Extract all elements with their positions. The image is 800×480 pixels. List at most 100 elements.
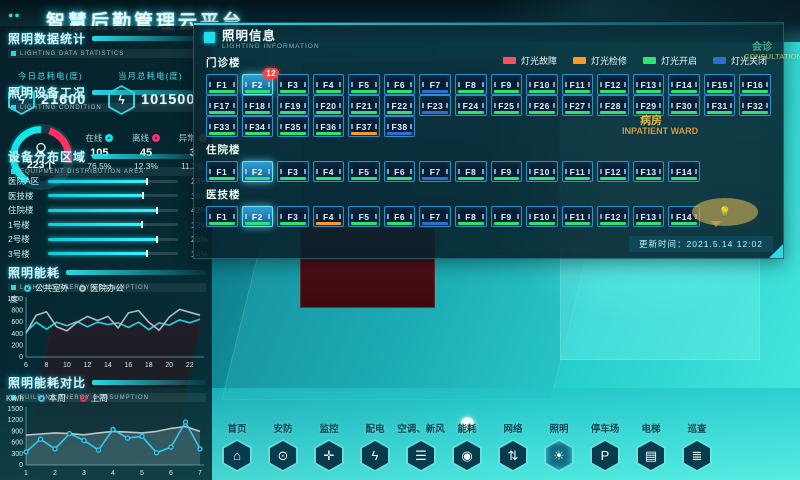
floor-button[interactable]: F34 [241,116,274,137]
floor-button[interactable]: F2 [241,206,274,227]
floor-status-underline [422,222,448,225]
floor-status-underline [529,111,555,114]
modal-legend: 灯光故障 灯光检修 灯光开启 灯光关闭 [502,54,767,67]
floor-button[interactable]: F9 [490,74,523,95]
floor-button[interactable]: F8 [454,74,487,95]
floor-button[interactable]: F6 [383,74,416,95]
stat-label: 当月总耗电(度) [118,71,183,81]
floor-button[interactable]: F15 [703,74,736,95]
elevator-icon: ▤ [638,441,664,470]
floor-button[interactable]: F3 [277,161,309,182]
floor-button[interactable]: F17 [206,95,238,116]
floor-button[interactable]: F13 [632,161,665,182]
floor-status-underline [671,90,697,93]
floor-button[interactable]: F2 12 [241,68,280,95]
floor-status-underline [351,177,377,180]
lighting-info-modal: 照明信息 LIGHTING INFORMATION 灯光故障 灯光检修 灯光开启… [193,22,784,259]
floor-button[interactable]: F18 [241,95,274,116]
floor-status-underline [209,177,235,180]
floor-button[interactable]: F36 [312,116,345,137]
floor-button[interactable]: F24 [454,95,487,116]
floor-button[interactable]: F6 [383,206,416,227]
floor-button[interactable]: F6 [383,161,416,182]
nav-item-shield[interactable]: 监控 ✛ [310,421,348,472]
floor-button[interactable]: F13 [632,206,665,227]
floor-button[interactable]: F35 [277,116,309,137]
floor-button[interactable]: F1 [206,206,238,227]
nav-item-home[interactable]: 首页 ⌂ [218,421,256,472]
floor-button[interactable]: F7 [419,206,451,227]
floor-button[interactable]: F7 [419,161,451,182]
nav-item-power[interactable]: 配电 ϟ [356,421,394,472]
floor-button[interactable]: F27 [561,95,594,116]
modal-caption: LIGHTING INFORMATION [222,43,320,50]
floor-button[interactable]: F3 [277,206,309,227]
floor-button[interactable]: F38 [383,116,416,137]
floor-button[interactable]: F21 [348,95,380,116]
floor-button[interactable]: F13 [632,74,665,95]
floor-status-underline [351,132,377,135]
hvac-icon: ☰ [408,441,434,470]
floor-button[interactable]: F28 [597,95,629,116]
floor-button[interactable]: F11 [561,206,594,227]
caption-chip [11,395,16,400]
floor-button[interactable]: F26 [526,95,558,116]
floor-button[interactable]: F5 [348,74,380,95]
floor-button[interactable]: F7 [419,74,451,95]
floor-button[interactable]: F1 [206,161,238,182]
nav-item-droplet[interactable]: 能耗 ◉ [448,421,486,472]
floor-button[interactable]: F22 [383,95,416,116]
inspection-icon: ≣ [684,441,710,470]
floor-button[interactable]: F32 [739,95,771,116]
nav-label: 停车场 [590,424,620,435]
floor-status-underline [635,90,662,93]
floor-button[interactable]: F4 [312,206,345,227]
nav-item-network[interactable]: 网络 ⇅ [494,421,532,472]
floor-button[interactable]: F37 [348,116,380,137]
floor-status-underline [315,222,342,225]
floor-button[interactable]: F29 [632,95,665,116]
floor-button[interactable]: F4 [312,161,345,182]
floor-button[interactable]: F4 [312,74,345,95]
floor-button[interactable]: F2 [241,161,274,182]
nav-item-elevator[interactable]: 电梯 ▤ [632,421,670,472]
floor-button[interactable]: F19 [277,95,309,116]
floor-button[interactable]: F3 [277,74,309,95]
caption-chip [11,285,16,290]
floor-button[interactable]: F5 [348,161,380,182]
floor-button[interactable]: F8 [454,161,487,182]
floor-button[interactable]: F12 [597,161,629,182]
bulb-icon: 💡 [718,206,732,218]
floor-button[interactable]: F23 [419,95,451,116]
caption-chip [11,169,16,174]
floor-button[interactable]: F31 [703,95,736,116]
floor-button[interactable]: F11 [561,161,594,182]
floor-button[interactable]: F8 [454,206,487,227]
section-distribution: 设备分布区域 EQUIPMENT DISTRIBUTION AREA [8,148,206,176]
floor-button[interactable]: F25 [490,95,523,116]
floor-button[interactable]: F10 [526,161,558,182]
floor-button[interactable]: F10 [526,74,558,95]
floor-button[interactable]: F20 [312,95,345,116]
floor-button[interactable]: F9 [490,206,523,227]
floor-button[interactable]: F11 [561,74,594,95]
floor-button[interactable]: F5 [348,206,380,227]
floor-button[interactable]: F14 [668,161,700,182]
nav-item-parking[interactable]: 停车场 P [586,421,624,472]
energy-chart-legend: 公共室外 医院办公 [24,282,124,294]
nav-item-camera[interactable]: 安防 ⊙ [264,421,302,472]
nav-item-inspection[interactable]: 巡查 ≣ [678,421,716,472]
floor-status-underline [386,132,413,135]
floor-button[interactable]: F30 [668,95,700,116]
distribution-bar: 1号楼 12% [8,218,208,233]
floor-button[interactable]: F1 [206,74,238,95]
floor-button[interactable]: F16 [739,74,771,95]
nav-item-hvac[interactable]: 空调、新风 ☰ [397,421,445,472]
nav-item-light[interactable]: 照明 ☀ [540,421,578,472]
floor-button[interactable]: F12 [597,74,629,95]
floor-button[interactable]: F10 [526,206,558,227]
floor-button[interactable]: F14 [668,74,700,95]
floor-button[interactable]: F33 [206,116,238,137]
floor-button[interactable]: F12 [597,206,629,227]
floor-button[interactable]: F9 [490,161,523,182]
